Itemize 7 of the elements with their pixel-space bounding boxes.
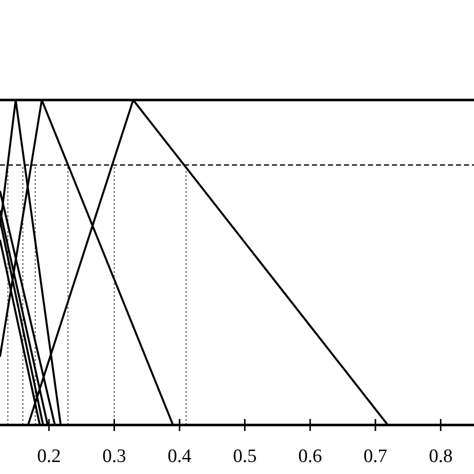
x-tick-label: 0.2 [37, 446, 61, 467]
x-tick-label: 0.4 [168, 446, 192, 467]
x-tick-label: 0.5 [232, 446, 257, 467]
x-tick-label: 0.3 [102, 446, 126, 467]
x-tick-label: 0.8 [428, 446, 453, 467]
x-tick-label: 0.6 [298, 446, 322, 467]
x-tick-label: 0.7 [364, 446, 388, 467]
